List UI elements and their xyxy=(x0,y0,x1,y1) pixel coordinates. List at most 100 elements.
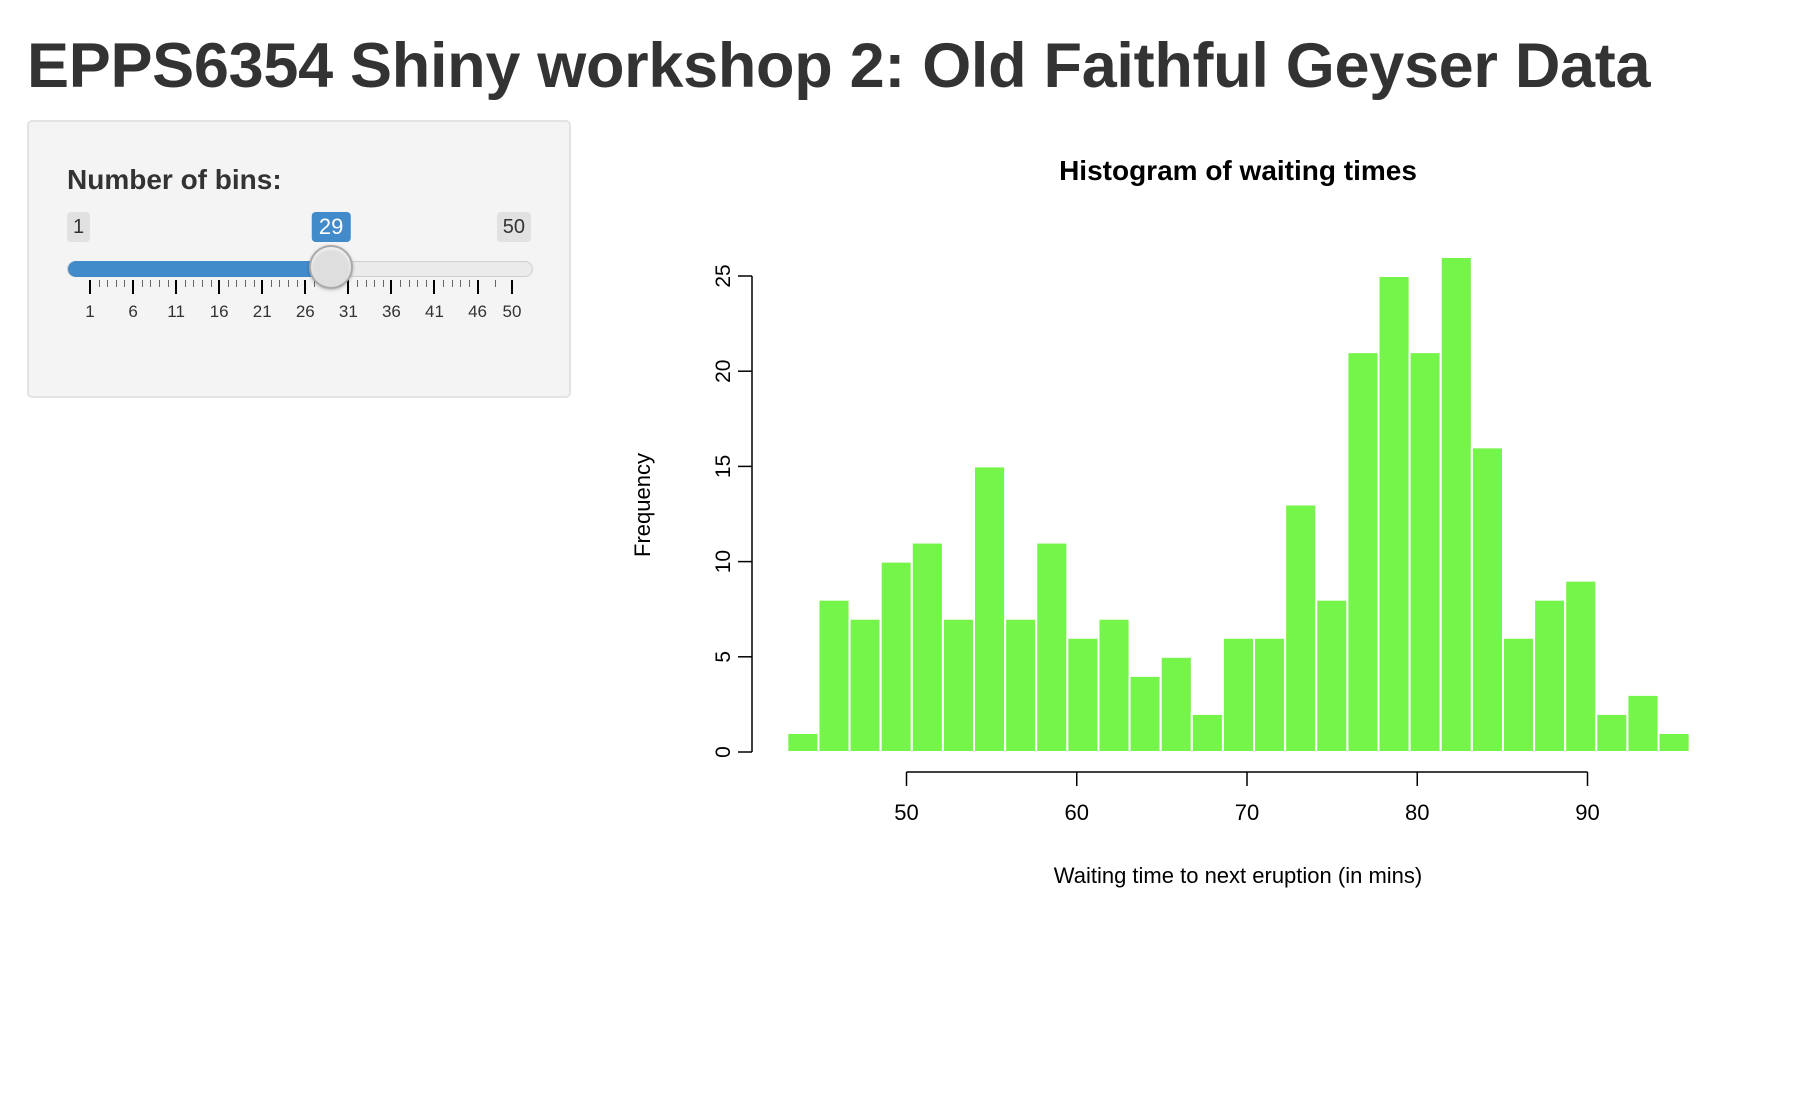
slider-minor-tick xyxy=(201,280,203,287)
slider-tick-label: 11 xyxy=(167,302,185,321)
slider-major-tick xyxy=(433,280,436,294)
slider-tick-label: 50 xyxy=(502,302,522,321)
histogram-bar xyxy=(1657,731,1691,754)
slider-minor-tick xyxy=(279,280,281,287)
chart-title: Histogram of waiting times xyxy=(1059,155,1417,186)
slider-minor-tick xyxy=(417,280,419,287)
slider-minor-tick xyxy=(288,280,290,287)
histogram-bar xyxy=(786,731,820,754)
histogram-bars xyxy=(786,255,1691,754)
histogram-bar xyxy=(1408,351,1442,753)
slider-major-tick xyxy=(511,280,513,294)
histogram-bar xyxy=(1190,712,1224,753)
slider-minor-tick xyxy=(253,280,255,287)
x-tick-label: 70 xyxy=(1235,800,1259,825)
slider-minor-tick xyxy=(107,280,109,287)
x-tick-label: 50 xyxy=(894,800,918,825)
slider-major-tick xyxy=(347,280,350,294)
histogram-bar xyxy=(1035,541,1069,753)
histogram-bar xyxy=(817,598,851,753)
histogram-bar xyxy=(879,560,913,753)
histogram-bar xyxy=(1595,712,1629,753)
page-title: EPPS6354 Shiny workshop 2: Old Faithful … xyxy=(27,31,1651,101)
histogram-bar xyxy=(1439,255,1473,754)
slider-value-label: 29 xyxy=(311,212,351,242)
slider-minor-tick xyxy=(167,280,169,287)
y-tick-label: 5 xyxy=(712,651,735,663)
x-tick-label: 60 xyxy=(1065,800,1089,825)
slider-minor-tick xyxy=(374,280,376,287)
slider-minor-tick xyxy=(296,280,298,287)
histogram-bar xyxy=(1346,351,1380,753)
histogram-bar xyxy=(1564,579,1598,754)
histogram-bar xyxy=(1377,275,1411,753)
y-tick-label: 20 xyxy=(712,360,735,383)
slider-major-tick xyxy=(175,280,178,294)
sidebar-panel: Number of bins: 1 50 29 1 6 11 16 21 26 31 36 41… xyxy=(27,120,571,398)
slider-tick-label: 46 xyxy=(468,302,488,321)
slider-major-tick xyxy=(218,280,221,294)
slider-minor-tick xyxy=(245,280,247,287)
histogram-bar xyxy=(1159,655,1193,753)
slider-tick-label: 36 xyxy=(381,302,401,321)
slider-minor-tick xyxy=(443,280,445,287)
slider-minor-tick xyxy=(227,280,229,287)
slider-minor-tick xyxy=(98,280,100,287)
slider-major-tick xyxy=(89,280,91,294)
slider-minor-tick xyxy=(460,280,462,287)
histogram-bar xyxy=(1253,636,1287,754)
slider-minor-tick xyxy=(425,280,427,287)
bins-slider-handle[interactable] xyxy=(309,245,354,289)
slider-major-tick xyxy=(390,280,393,294)
histogram-bar xyxy=(1097,617,1131,753)
slider-minor-tick xyxy=(382,280,384,287)
slider-minor-tick xyxy=(408,280,410,287)
slider-max-label: 50 xyxy=(496,212,531,242)
slider-tick-label: 21 xyxy=(252,302,272,321)
histogram-bar xyxy=(1128,674,1162,754)
bins-slider-track[interactable] xyxy=(67,261,533,277)
x-axis-label: Waiting time to next eruption (in mins) xyxy=(1054,863,1422,888)
slider-minor-tick xyxy=(150,280,152,287)
slider-minor-tick xyxy=(494,280,496,287)
slider-minor-tick xyxy=(400,280,402,287)
slider-major-tick xyxy=(261,280,264,294)
slider-tick-label: 26 xyxy=(295,302,315,321)
slider-minor-tick xyxy=(184,280,186,287)
y-tick-label: 25 xyxy=(712,264,735,287)
slider-major-tick xyxy=(476,280,479,294)
slider-tick-label: 6 xyxy=(128,302,138,321)
histogram-bar xyxy=(910,541,944,753)
histogram-bar xyxy=(1501,636,1536,754)
x-axis: 50 60 70 80 90 xyxy=(894,771,1600,825)
slider-minor-tick xyxy=(210,280,212,287)
slider-minor-tick xyxy=(193,280,195,287)
slider-tick-label: 31 xyxy=(338,302,358,321)
x-tick-label: 90 xyxy=(1575,800,1599,825)
slider-minor-tick xyxy=(356,280,358,287)
histogram-bar xyxy=(1284,503,1318,754)
slider-minor-tick xyxy=(141,280,143,287)
bins-slider-label: Number of bins: xyxy=(67,164,282,195)
histogram-bar xyxy=(1315,598,1349,753)
bins-slider-fill xyxy=(68,261,333,277)
histogram-bar xyxy=(848,617,882,753)
slider-minor-tick xyxy=(158,280,160,287)
slider-minor-tick xyxy=(270,280,272,287)
slider-major-tick xyxy=(132,280,135,294)
y-axis-label: Frequency xyxy=(630,453,655,557)
slider-minor-tick xyxy=(451,280,453,287)
slider-tick-label: 41 xyxy=(425,302,444,321)
histogram-bar xyxy=(1533,598,1567,753)
slider-minor-tick xyxy=(236,280,238,287)
slider-minor-tick xyxy=(115,280,117,287)
slider-minor-tick xyxy=(468,280,470,287)
histogram-bar xyxy=(1004,617,1038,753)
histogram-plot: Histogram of waiting times Frequency Wai… xyxy=(630,155,1691,888)
slider-minor-tick xyxy=(365,280,367,287)
slider-min-label: 1 xyxy=(67,212,91,242)
y-tick-label: 15 xyxy=(712,455,735,478)
slider-major-tick xyxy=(304,280,307,294)
x-tick-label: 80 xyxy=(1405,800,1429,825)
y-tick-label: 10 xyxy=(712,550,735,573)
